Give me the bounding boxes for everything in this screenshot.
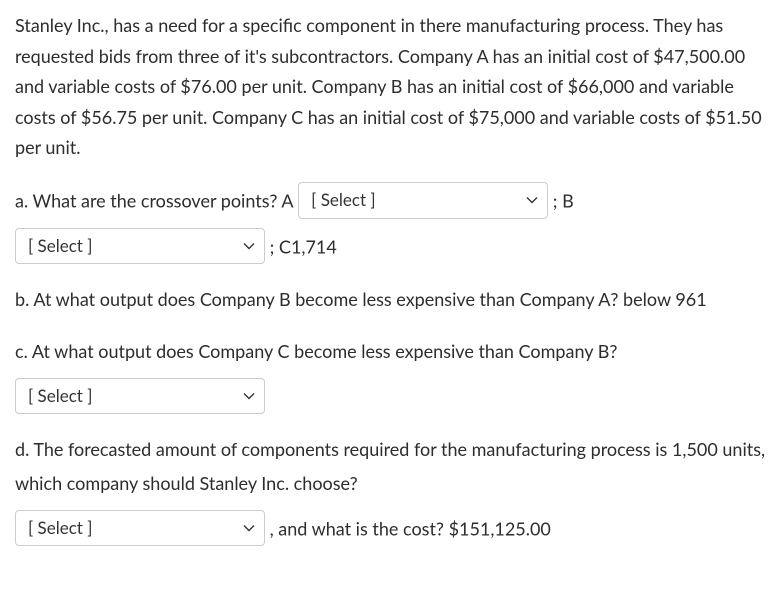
- intro-paragraph: Stanley Inc., has a need for a specific …: [15, 10, 767, 163]
- chevron-down-icon: [243, 242, 255, 251]
- question-a: a. What are the crossover points? A [ Se…: [15, 181, 767, 264]
- qc-text: c. At what output does Company C become …: [15, 334, 767, 368]
- qb-text: b. At what output does Company B become …: [15, 288, 707, 310]
- qd-after: , and what is the cost? $151,125.00: [270, 517, 551, 539]
- qd-select[interactable]: [ Select ]: [15, 510, 265, 546]
- question-d: d. The forecasted amount of components r…: [15, 432, 767, 546]
- chevron-down-icon: [243, 524, 255, 533]
- chevron-down-icon: [526, 196, 538, 205]
- qd-text: d. The forecasted amount of components r…: [15, 432, 767, 500]
- qa-after-b: ; C1,714: [270, 235, 337, 257]
- qa-select-a[interactable]: [ Select ]: [298, 182, 548, 218]
- qc-select[interactable]: [ Select ]: [15, 378, 265, 414]
- select-placeholder: [ Select ]: [311, 189, 375, 210]
- select-placeholder: [ Select ]: [28, 517, 92, 538]
- qa-prompt: a. What are the crossover points? A: [15, 189, 294, 211]
- select-placeholder: [ Select ]: [28, 235, 92, 256]
- question-c: c. At what output does Company C become …: [15, 334, 767, 414]
- select-placeholder: [ Select ]: [28, 385, 92, 406]
- qa-select-b[interactable]: [ Select ]: [15, 228, 265, 264]
- question-b: b. At what output does Company B become …: [15, 282, 767, 316]
- qa-after-a: ; B: [553, 189, 574, 211]
- chevron-down-icon: [243, 392, 255, 401]
